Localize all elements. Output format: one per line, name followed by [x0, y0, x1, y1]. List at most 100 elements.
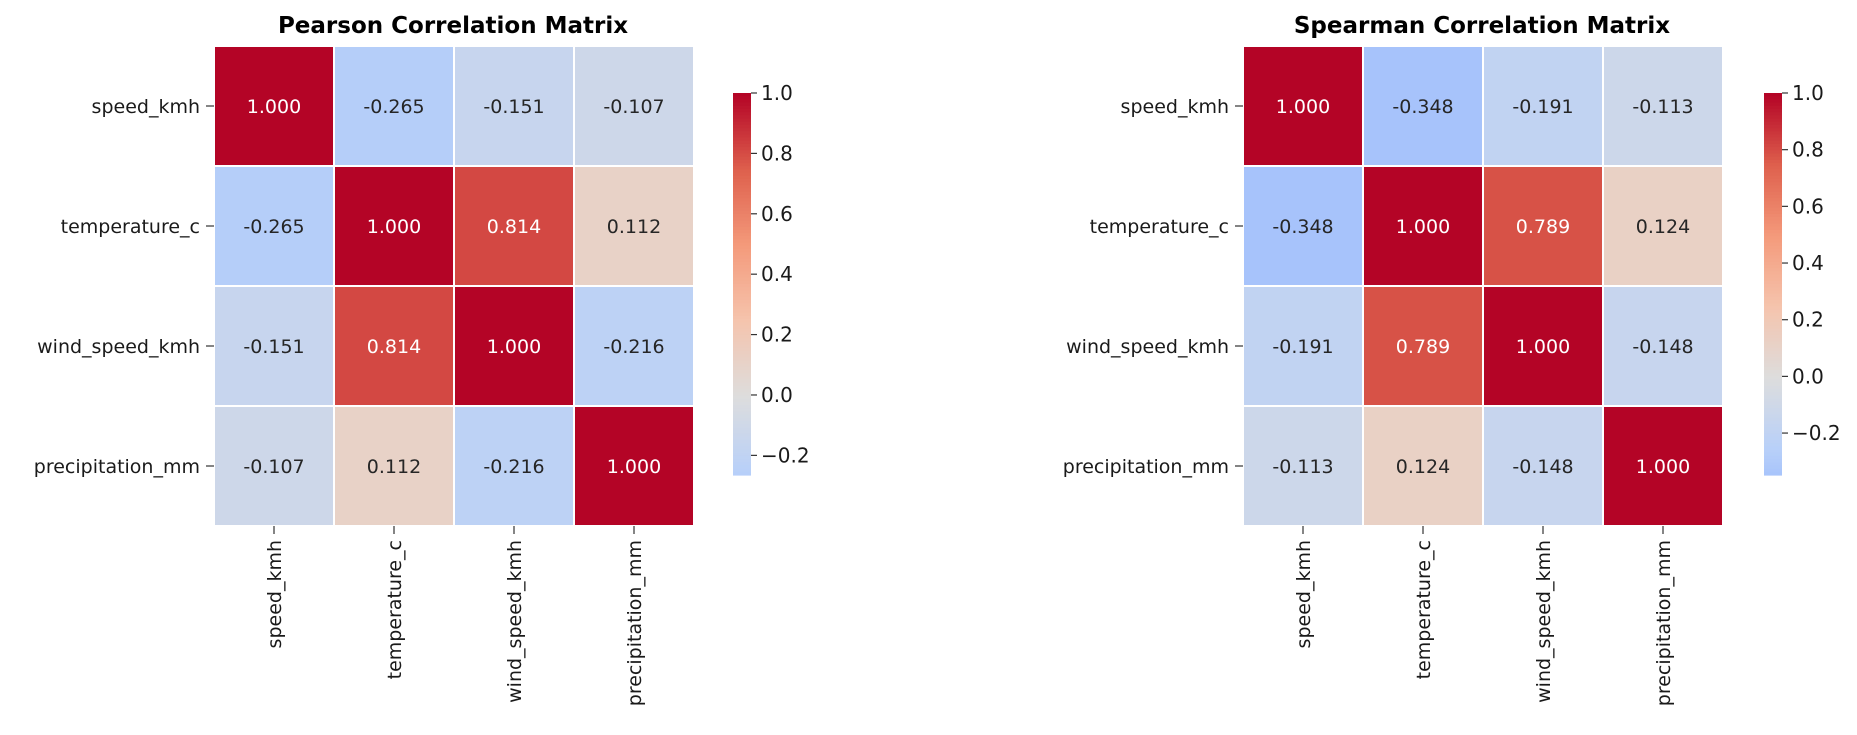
colorbar-slice: [1764, 213, 1782, 218]
colorbar-slice: [733, 128, 751, 132]
colorbar-slice: [1764, 427, 1782, 432]
colorbar-slice: [1764, 137, 1782, 142]
colorbar-slice: [1764, 309, 1782, 314]
colorbar-slice: [733, 131, 751, 135]
colorbar-slice: [1764, 220, 1782, 225]
colorbar-slice: [733, 153, 751, 158]
colorbar-slice: [733, 408, 751, 412]
colorbar-slice: [733, 226, 751, 231]
colorbar-slice: [1764, 354, 1782, 358]
colorbar-slice: [1764, 239, 1782, 244]
colorbar-slice: [733, 223, 751, 228]
colorbar-slice: [733, 239, 751, 244]
pearson-y-ticks: speed_kmh temperature_c wind_speed_kmhprec…: [34, 96, 214, 478]
colorbar-slice: [1764, 191, 1782, 196]
colorbar-slice: [1764, 338, 1782, 342]
cell-value-label-0-0: 1.000: [247, 96, 301, 118]
colorbar-tick-label-5: 0.8: [1792, 138, 1824, 162]
cell-value-label-3-3: 1.000: [1636, 456, 1690, 478]
colorbar-slice: [1764, 153, 1782, 158]
heatmap-cell-0-2: [455, 47, 573, 165]
colorbar-slice: [1764, 105, 1782, 110]
colorbar-slice: [1764, 217, 1782, 221]
colorbar-slice: [1764, 99, 1782, 104]
colorbar-tick-label-0: −0.2: [1792, 421, 1841, 445]
colorbar-slice: [1764, 185, 1782, 190]
heatmap-cell-0-0: [1244, 47, 1362, 165]
cell-value-label-1-2: 0.789: [1516, 216, 1570, 238]
heatmap-cell-2-2: [1484, 287, 1602, 405]
colorbar-slice: [733, 424, 751, 428]
colorbar-slice: [733, 404, 751, 409]
colorbar-slice: [733, 360, 751, 365]
y-tick-label-3: precipitation_mm: [34, 456, 200, 478]
colorbar-slice: [733, 296, 751, 301]
cell-value-label-0-2: -0.151: [483, 96, 544, 118]
colorbar-slice: [733, 233, 751, 237]
colorbar-slice: [733, 99, 751, 104]
spearman-title: Spearman Correlation Matrix: [1294, 13, 1670, 39]
heatmap-cell-1-1: [335, 167, 453, 285]
colorbar-slice: [733, 334, 751, 339]
colorbar-slice: [1764, 471, 1782, 476]
y-tick-label-1: temperature_c: [1090, 216, 1229, 238]
heatmap-cell-1-1: [1364, 167, 1482, 285]
pearson-cells: 1.000 -0.265 -0.151 -0.107 -0.265 1.000 0.814 0…: [215, 47, 693, 525]
colorbar-slice: [733, 398, 751, 403]
colorbar-slice: [733, 468, 751, 473]
colorbar-slice: [1764, 172, 1782, 177]
cell-value-label-2-0: -0.151: [243, 336, 304, 358]
colorbar-slice: [1764, 131, 1782, 135]
heatmap-cell-1-2: [1484, 167, 1602, 285]
colorbar-slice: [733, 284, 751, 288]
colorbar-slice: [1764, 303, 1782, 307]
colorbar-slice: [733, 261, 751, 266]
colorbar-slice: [1764, 277, 1782, 282]
colorbar-slice: [1764, 414, 1782, 419]
colorbar-slice: [733, 363, 751, 368]
colorbar-slice: [733, 420, 751, 425]
colorbar-tick-label-1: 0.0: [761, 383, 793, 407]
colorbar-slice: [1764, 319, 1782, 323]
colorbar-slice: [1764, 268, 1782, 272]
cell-value-label-2-1: 0.789: [1396, 336, 1450, 358]
colorbar-slice: [1764, 459, 1782, 463]
colorbar-slice: [1764, 328, 1782, 333]
colorbar-slice: [733, 312, 751, 317]
y-tick-label-1: temperature_c: [61, 216, 200, 238]
heatmap-cell-3-2: [1484, 407, 1602, 525]
colorbar-slice: [1764, 299, 1782, 304]
colorbar-slice: [733, 455, 751, 460]
colorbar-slice: [733, 319, 751, 323]
colorbar-slice: [733, 217, 751, 221]
colorbar-slice: [1764, 369, 1782, 374]
colorbar-slice: [1764, 331, 1782, 336]
pearson-colorbar: −0.2 0.0 0.2 0.4 0.6 0.8 1.0: [733, 81, 810, 476]
colorbar-slice: [733, 417, 751, 422]
heatmap-cell-1-0: [1244, 167, 1362, 285]
colorbar-tick-label-4: 0.6: [1792, 194, 1824, 218]
colorbar-slice: [1764, 159, 1782, 164]
spearman-x-ticks: speed_kmh temperature_c wind_speed_kmh prec…: [1293, 526, 1675, 706]
colorbar-slice: [1764, 248, 1782, 253]
colorbar-slice: [1764, 156, 1782, 161]
cell-value-label-1-2: 0.814: [487, 216, 541, 238]
colorbar-slice: [733, 303, 751, 307]
y-tick-label-2: wind_speed_kmh: [37, 336, 200, 358]
colorbar-slice: [1764, 290, 1782, 295]
colorbar-slice: [733, 178, 751, 183]
colorbar-slice: [1764, 334, 1782, 339]
colorbar-slice: [733, 290, 751, 295]
colorbar-slice: [733, 280, 751, 285]
colorbar-slice: [733, 411, 751, 416]
colorbar-slice: [733, 143, 751, 148]
colorbar-slice: [733, 350, 751, 355]
cell-value-label-2-3: -0.216: [603, 336, 664, 358]
colorbar-slice: [1764, 147, 1782, 151]
colorbar-slice: [1764, 360, 1782, 365]
colorbar-tick-label-4: 0.6: [761, 202, 793, 226]
colorbar-slice: [733, 459, 751, 463]
colorbar-tick-label-2: 0.2: [761, 323, 793, 347]
heatmap-cell-3-0: [215, 407, 333, 525]
heatmap-cell-0-0: [215, 47, 333, 165]
